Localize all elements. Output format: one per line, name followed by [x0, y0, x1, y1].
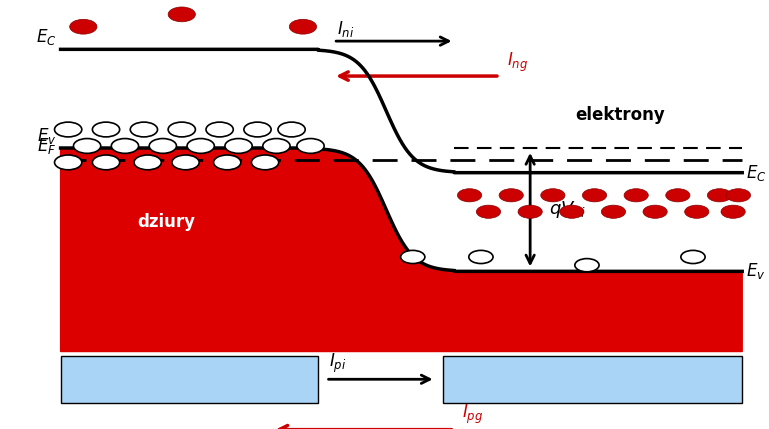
- Circle shape: [112, 139, 138, 153]
- Circle shape: [55, 155, 82, 170]
- Text: $I_{ng}$: $I_{ng}$: [508, 51, 528, 74]
- Circle shape: [297, 139, 325, 153]
- Circle shape: [187, 139, 215, 153]
- Polygon shape: [61, 148, 742, 351]
- Circle shape: [278, 122, 305, 137]
- Text: $E_F$: $E_F$: [38, 136, 57, 156]
- Circle shape: [55, 122, 82, 137]
- Circle shape: [244, 122, 271, 137]
- Text: elektrony: elektrony: [575, 106, 665, 124]
- Circle shape: [401, 251, 425, 263]
- Circle shape: [92, 155, 120, 170]
- Circle shape: [70, 19, 97, 34]
- FancyBboxPatch shape: [443, 356, 742, 403]
- Circle shape: [476, 205, 501, 218]
- Circle shape: [707, 189, 731, 202]
- Circle shape: [582, 189, 607, 202]
- Circle shape: [541, 189, 565, 202]
- Text: p-typu: p-typu: [123, 372, 180, 387]
- Circle shape: [458, 189, 481, 202]
- Circle shape: [624, 189, 648, 202]
- Circle shape: [92, 122, 120, 137]
- Circle shape: [601, 205, 625, 218]
- Text: n - typu: n - typu: [582, 372, 649, 387]
- Circle shape: [684, 205, 709, 218]
- Text: $E_v$: $E_v$: [37, 126, 57, 146]
- Circle shape: [172, 155, 199, 170]
- Circle shape: [251, 155, 278, 170]
- Circle shape: [499, 189, 524, 202]
- Circle shape: [469, 251, 493, 263]
- Circle shape: [726, 189, 751, 202]
- Circle shape: [263, 139, 290, 153]
- Text: $E_C$: $E_C$: [36, 27, 57, 47]
- Circle shape: [134, 155, 161, 170]
- Circle shape: [560, 205, 584, 218]
- Circle shape: [168, 7, 195, 22]
- Text: $I_{pi}$: $I_{pi}$: [329, 352, 347, 375]
- Circle shape: [225, 139, 252, 153]
- Text: $qV_{bi}$: $qV_{bi}$: [549, 199, 586, 220]
- Circle shape: [206, 122, 233, 137]
- FancyBboxPatch shape: [61, 356, 318, 403]
- Circle shape: [643, 205, 667, 218]
- Text: $E_v$: $E_v$: [746, 261, 765, 281]
- Text: $I_{ni}$: $I_{ni}$: [337, 19, 355, 39]
- Circle shape: [74, 139, 101, 153]
- Text: $E_C$: $E_C$: [746, 163, 767, 183]
- Circle shape: [149, 139, 176, 153]
- Circle shape: [681, 251, 705, 263]
- Circle shape: [721, 205, 745, 218]
- Circle shape: [130, 122, 158, 137]
- Circle shape: [214, 155, 241, 170]
- Circle shape: [289, 19, 317, 34]
- Circle shape: [168, 122, 195, 137]
- Circle shape: [666, 189, 690, 202]
- Text: $I_{pg}$: $I_{pg}$: [462, 402, 483, 426]
- Circle shape: [518, 205, 542, 218]
- Text: dziury: dziury: [138, 213, 195, 231]
- Circle shape: [575, 259, 599, 272]
